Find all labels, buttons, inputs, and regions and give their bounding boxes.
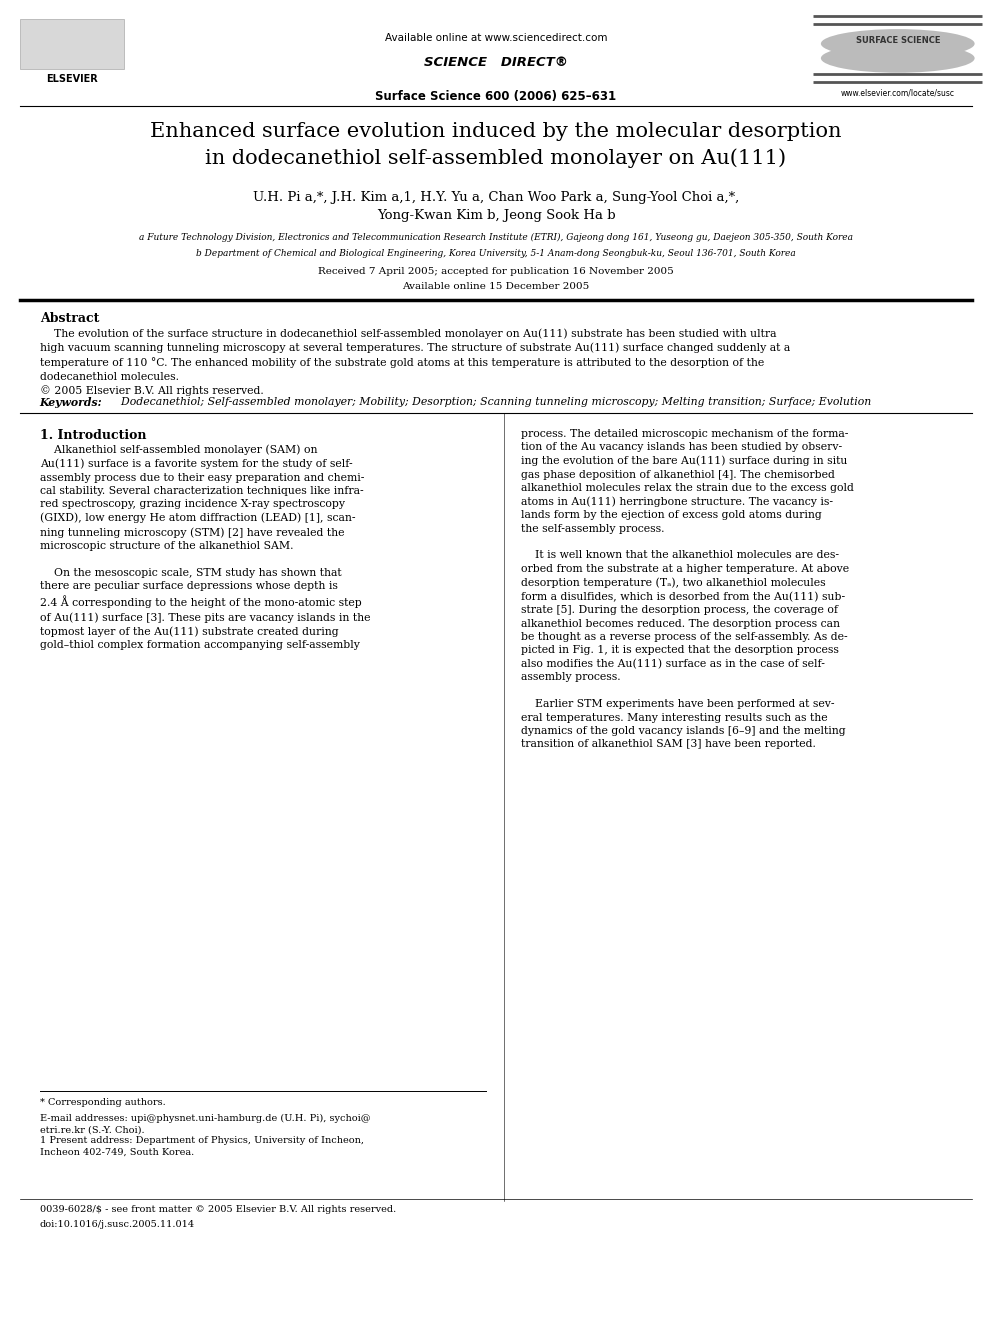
Text: 0039-6028/$ - see front matter © 2005 Elsevier B.V. All rights reserved.: 0039-6028/$ - see front matter © 2005 El… [40,1205,396,1215]
Text: 1 Present address: Department of Physics, University of Incheon,
Incheon 402-749: 1 Present address: Department of Physics… [40,1136,364,1156]
Text: Dodecanethiol; Self-assembled monolayer; Mobility; Desorption; Scanning tunnelin: Dodecanethiol; Self-assembled monolayer;… [114,397,871,407]
Text: SCIENCE   DIRECT®: SCIENCE DIRECT® [424,56,568,69]
Text: Keywords:: Keywords: [40,397,102,407]
Text: Available online 15 December 2005: Available online 15 December 2005 [403,282,589,291]
Text: doi:10.1016/j.susc.2005.11.014: doi:10.1016/j.susc.2005.11.014 [40,1220,194,1229]
Text: SURFACE SCIENCE: SURFACE SCIENCE [855,36,940,45]
Text: Alkanethiol self-assembled monolayer (SAM) on
Au(111) surface is a favorite syst: Alkanethiol self-assembled monolayer (SA… [40,445,370,650]
Text: 1. Introduction: 1. Introduction [40,429,146,442]
Text: Surface Science 600 (2006) 625–631: Surface Science 600 (2006) 625–631 [375,90,617,103]
Text: * Corresponding authors.: * Corresponding authors. [40,1098,166,1107]
Text: b Department of Chemical and Biological Engineering, Korea University, 5-1 Anam-: b Department of Chemical and Biological … [196,249,796,258]
Text: Received 7 April 2005; accepted for publication 16 November 2005: Received 7 April 2005; accepted for publ… [318,267,674,277]
Text: U.H. Pi a,*, J.H. Kim a,1, H.Y. Yu a, Chan Woo Park a, Sung-Yool Choi a,*,
Yong-: U.H. Pi a,*, J.H. Kim a,1, H.Y. Yu a, Ch… [253,191,739,221]
Text: www.elsevier.com/locate/susc: www.elsevier.com/locate/susc [841,89,954,98]
Text: Enhanced surface evolution induced by the molecular desorption
in dodecanethiol : Enhanced surface evolution induced by th… [150,122,842,168]
Text: a Future Technology Division, Electronics and Telecommunication Research Institu: a Future Technology Division, Electronic… [139,233,853,242]
Ellipse shape [821,44,974,73]
Bar [20,19,124,69]
Ellipse shape [821,29,974,58]
Text: Abstract: Abstract [40,312,99,325]
Text: process. The detailed microscopic mechanism of the forma-
tion of the Au vacancy: process. The detailed microscopic mechan… [521,429,854,749]
Text: ELSEVIER: ELSEVIER [47,74,98,85]
Text: E-mail addresses: upi@physnet.uni-hamburg.de (U.H. Pi), sychoi@
etri.re.kr (S.-Y: E-mail addresses: upi@physnet.uni-hambur… [40,1114,370,1134]
Text: Available online at www.sciencedirect.com: Available online at www.sciencedirect.co… [385,33,607,44]
Text: The evolution of the surface structure in dodecanethiol self-assembled monolayer: The evolution of the surface structure i… [40,328,790,397]
